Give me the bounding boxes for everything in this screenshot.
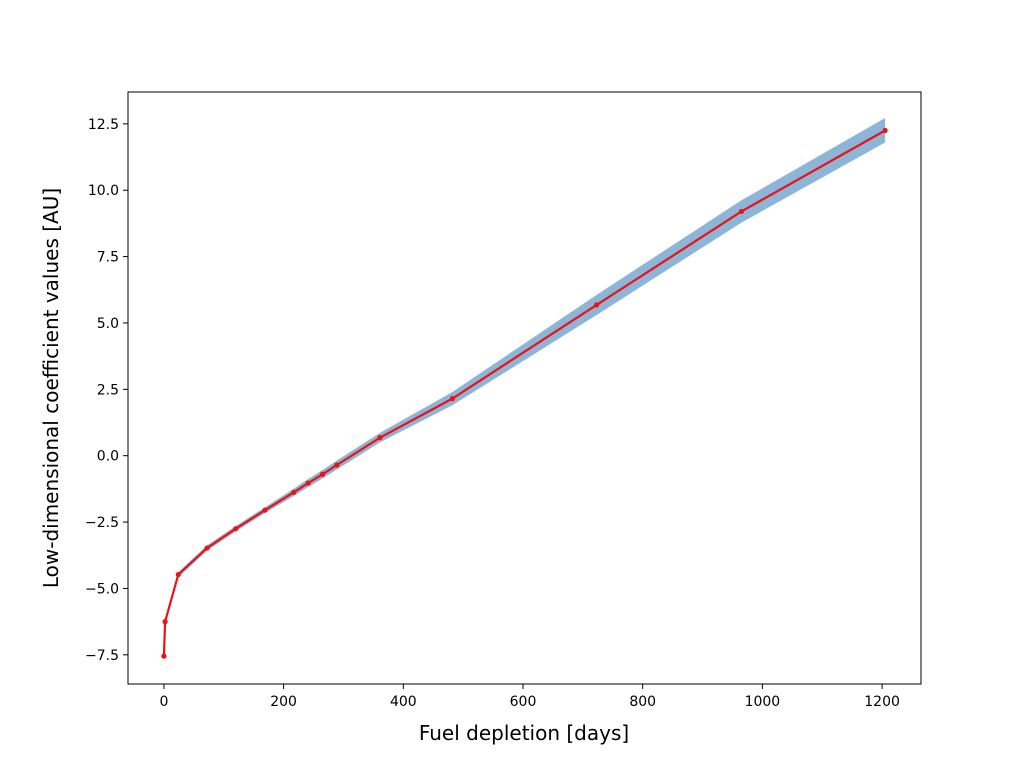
x-axis-label: Fuel depletion [days]: [419, 721, 629, 745]
confidence-band: [163, 118, 886, 659]
y-tick-label: −5.0: [85, 581, 119, 597]
plot-frame: [127, 91, 922, 685]
data-point: [161, 653, 167, 659]
y-axis-label: Low-dimensional coefficient values [AU]: [39, 188, 63, 588]
y-tick-label: −7.5: [85, 648, 119, 664]
y-axis-ticks: −7.5 −5.0 −2.5 0.0 2.5 5.0 7.5 10.0 12.5: [85, 117, 128, 664]
x-tick-label: 400: [390, 694, 417, 710]
y-tick-label: 12.5: [88, 117, 119, 133]
series-marker-layer: [161, 127, 888, 659]
data-point: [319, 471, 326, 477]
confidence-band-layer: [163, 118, 886, 659]
data-point: [882, 127, 888, 134]
data-point: [162, 619, 168, 625]
y-tick-label: 2.5: [97, 382, 119, 398]
x-axis-ticks: 0 200 400 600 800 1000 1200: [159, 684, 900, 710]
data-point: [233, 526, 239, 532]
data-point: [738, 208, 745, 215]
x-tick-label: 200: [270, 694, 297, 710]
series-line: [162, 129, 886, 657]
series-line-layer: [162, 129, 886, 657]
y-tick-label: −2.5: [85, 515, 119, 531]
y-tick-label: 0.0: [97, 449, 119, 465]
data-point: [449, 396, 455, 402]
x-tick-label: 1200: [864, 694, 900, 710]
data-point: [204, 545, 210, 551]
x-tick-label: 800: [629, 694, 656, 710]
y-tick-label: 7.5: [97, 250, 119, 266]
data-point: [175, 572, 181, 578]
data-point: [594, 302, 600, 308]
data-point: [291, 489, 297, 495]
x-tick-label: 1000: [745, 694, 781, 710]
y-tick-label: 5.0: [97, 316, 119, 332]
data-point: [334, 462, 340, 468]
x-tick-label: 0: [159, 694, 168, 710]
data-point: [377, 435, 383, 441]
data-point: [262, 507, 268, 513]
data-point: [305, 480, 311, 486]
x-tick-label: 600: [510, 694, 537, 710]
y-tick-label: 10.0: [88, 183, 119, 199]
